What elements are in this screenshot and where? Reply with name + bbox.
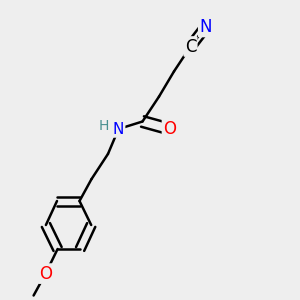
Text: O: O (39, 265, 52, 283)
Text: N: N (199, 18, 212, 36)
Text: O: O (163, 120, 176, 138)
Text: C: C (185, 38, 196, 56)
Text: N: N (113, 122, 124, 136)
Text: H: H (98, 119, 109, 133)
